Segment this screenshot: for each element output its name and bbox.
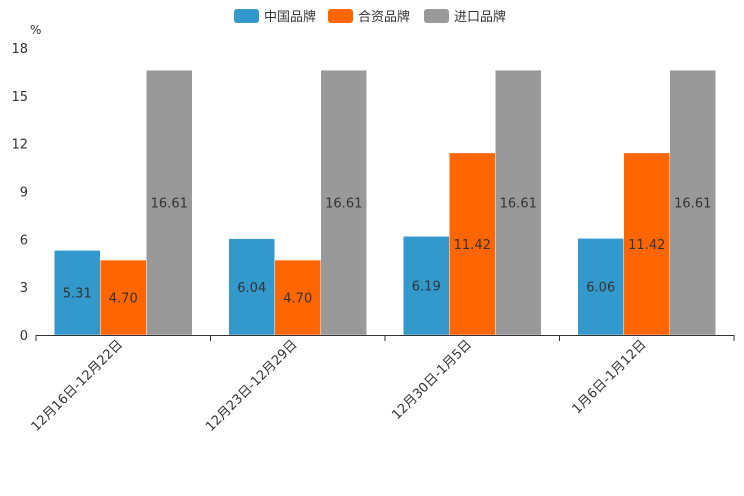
x-category-label: 12月30日-1月5日 bbox=[389, 337, 475, 423]
y-axis-unit: % bbox=[30, 23, 41, 37]
legend-swatch-1[interactable] bbox=[234, 9, 259, 23]
y-axis: 0 3 6 9 12 15 18 bbox=[11, 42, 28, 344]
x-category-label: 12月23日-12月29日 bbox=[203, 337, 300, 434]
bar-1-2[interactable] bbox=[228, 238, 275, 336]
bar-2-2[interactable] bbox=[274, 259, 321, 336]
bar-value-label: 16.61 bbox=[151, 197, 188, 212]
x-axis: 12月16日-12月22日 12月23日-12月29日 12月30日-1月5日 1月6… bbox=[29, 335, 735, 435]
y-tick-label: 9 bbox=[20, 186, 28, 201]
bar-value-label: 16.61 bbox=[500, 197, 537, 212]
bar-value-label: 5.31 bbox=[63, 287, 92, 302]
bar-3-2[interactable] bbox=[320, 69, 367, 336]
bar-value-label: 6.04 bbox=[237, 281, 266, 296]
bar-3-4[interactable] bbox=[669, 69, 716, 336]
bar-2-3[interactable] bbox=[449, 152, 496, 336]
legend-label-3[interactable]: 进口品牌 bbox=[454, 9, 506, 25]
bar-value-label: 6.06 bbox=[586, 281, 615, 296]
legend-swatch-3[interactable] bbox=[424, 9, 449, 23]
bar-value-label: 11.42 bbox=[454, 238, 491, 253]
bar-value-label: 4.70 bbox=[283, 292, 312, 307]
bar-3-1[interactable] bbox=[146, 69, 193, 336]
y-tick-label: 15 bbox=[11, 90, 28, 105]
bar-value-label: 16.61 bbox=[674, 197, 711, 212]
y-tick-label: 12 bbox=[11, 138, 28, 153]
bar-value-label: 6.19 bbox=[412, 280, 441, 295]
x-category-label: 12月16日-12月22日 bbox=[29, 337, 126, 434]
legend: 中国品牌 合资品牌 进口品牌 bbox=[234, 9, 506, 25]
bar-value-label: 16.61 bbox=[325, 197, 362, 212]
bar-2-1[interactable] bbox=[100, 259, 147, 336]
bar-value-label: 11.42 bbox=[628, 238, 665, 253]
legend-label-2[interactable]: 合资品牌 bbox=[358, 9, 410, 25]
bar-1-4[interactable] bbox=[577, 238, 624, 336]
x-category-label: 1月6日-1月12日 bbox=[570, 337, 650, 417]
y-tick-label: 0 bbox=[20, 329, 28, 344]
bar-1-1[interactable] bbox=[54, 250, 101, 336]
legend-label-1[interactable]: 中国品牌 bbox=[264, 9, 316, 25]
y-tick-label: 18 bbox=[11, 42, 28, 57]
legend-swatch-2[interactable] bbox=[328, 9, 353, 23]
y-tick-label: 6 bbox=[20, 233, 28, 248]
y-tick-label: 3 bbox=[20, 281, 28, 296]
bar-value-label: 4.70 bbox=[109, 292, 138, 307]
bars: 5.31 4.70 16.61 6.04 4.70 16.61 6.19 11.42 16.61… bbox=[54, 69, 716, 336]
